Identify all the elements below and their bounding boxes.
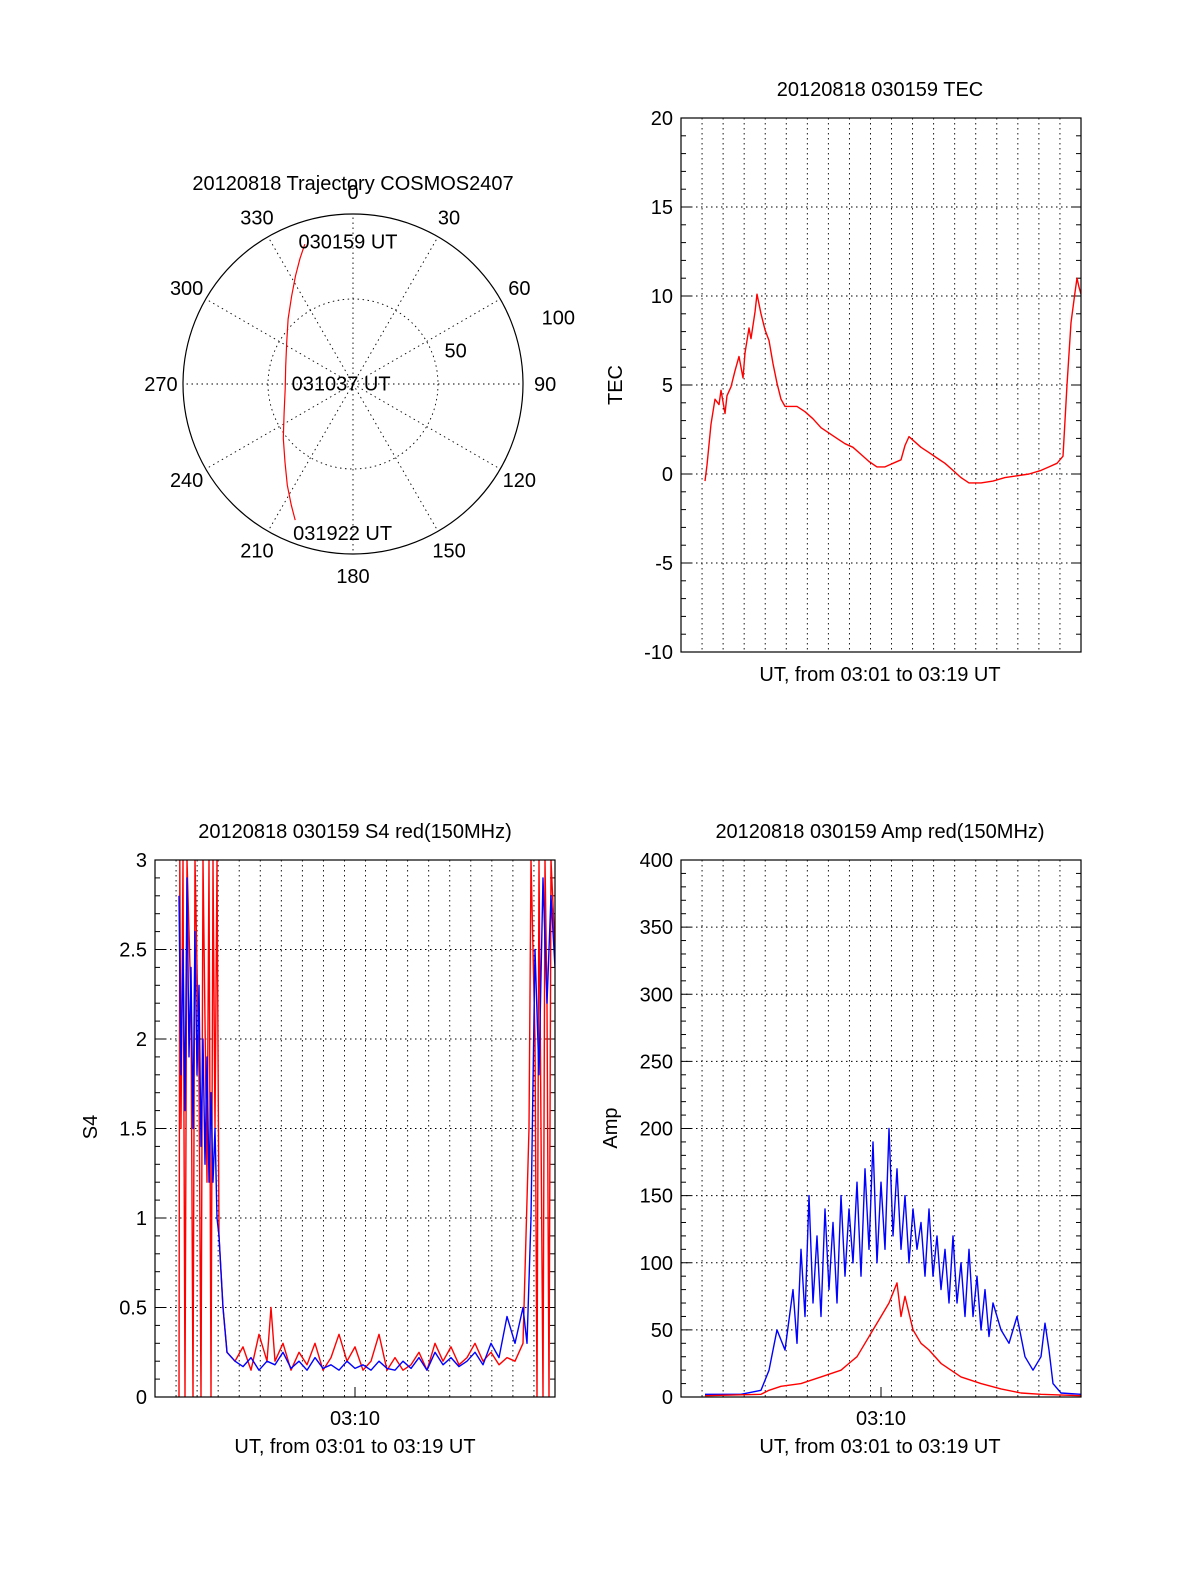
y-tick-label: 10 <box>651 286 673 308</box>
trajectory-line <box>282 244 306 521</box>
polar-spoke <box>352 383 501 470</box>
series-line-0 <box>705 1127 1081 1395</box>
polar-angle-label: 30 <box>438 208 460 230</box>
s4-plot-frame <box>154 859 556 1398</box>
s4-plot: 20120818 030159 S4 red(150MHz) UT, from … <box>80 821 556 1458</box>
y-tick-label: 2.5 <box>119 940 147 962</box>
x-tick-label: 03:10 <box>330 1408 380 1430</box>
tec-plot: 20120818 030159 TEC UT, from 03:01 to 03… <box>605 79 1082 686</box>
x-tick-label: 03:10 <box>856 1408 906 1430</box>
tec-plot-frame <box>680 117 1082 653</box>
amp-x-axis-label: UT, from 03:01 to 03:19 UT <box>759 1436 1000 1458</box>
series-line-1 <box>178 877 555 1371</box>
y-tick-label: 150 <box>640 1186 673 1208</box>
s4-y-axis-label: S4 <box>80 1115 102 1139</box>
trajectory-time-label: 031922 UT <box>293 523 392 545</box>
polar-ring <box>182 213 524 555</box>
polar-spoke <box>352 383 439 532</box>
polar-angle-label: 60 <box>508 278 530 300</box>
y-tick-label: 50 <box>651 1320 673 1342</box>
y-tick-label: 100 <box>640 1253 673 1275</box>
y-tick-label: 250 <box>640 1051 673 1073</box>
amp-plot: 20120818 030159 Amp red(150MHz) UT, from… <box>600 821 1082 1458</box>
y-tick-label: 2 <box>136 1029 147 1051</box>
y-tick-label: 300 <box>640 984 673 1006</box>
s4-x-axis-label: UT, from 03:01 to 03:19 UT <box>234 1436 475 1458</box>
polar-angle-label: 240 <box>170 470 203 492</box>
polar-ring <box>267 298 439 470</box>
tec-x-axis-label: UT, from 03:01 to 03:19 UT <box>759 664 1000 686</box>
y-tick-label: 0 <box>136 1387 147 1409</box>
y-tick-label: 1 <box>136 1208 147 1230</box>
polar-spoke <box>267 383 354 532</box>
y-tick-label: 0 <box>662 464 673 486</box>
polar-angle-label: 90 <box>534 374 556 396</box>
polar-radius-label: 100 <box>542 307 575 329</box>
y-tick-label: 0.5 <box>119 1298 147 1320</box>
polar-angle-label: 150 <box>432 540 465 562</box>
y-tick-label: 15 <box>651 197 673 219</box>
polar-spoke <box>205 383 354 470</box>
y-tick-label: 5 <box>662 375 673 397</box>
tec-title: 20120818 030159 TEC <box>777 79 983 101</box>
polar-angle-label: 210 <box>240 540 273 562</box>
y-tick-label: -10 <box>644 642 673 664</box>
trajectory-time-label: 031037 UT <box>292 374 391 396</box>
polar-spoke <box>352 236 439 385</box>
s4-title: 20120818 030159 S4 red(150MHz) <box>198 821 512 843</box>
series-line-0 <box>704 277 1081 484</box>
series-line-1 <box>704 1282 1081 1397</box>
polar-angle-label: 300 <box>170 278 203 300</box>
polar-angle-label: 180 <box>336 566 369 588</box>
y-tick-label: 20 <box>651 108 673 130</box>
polar-angle-label: 120 <box>503 470 536 492</box>
amp-y-axis-label: Amp <box>600 1107 622 1148</box>
trajectory-time-label: 030159 UT <box>299 231 398 253</box>
polar-angle-label: 0 <box>347 182 358 204</box>
y-tick-label: 3 <box>136 850 147 872</box>
y-tick-label: 1.5 <box>119 1119 147 1141</box>
polar-angle-label: 330 <box>240 208 273 230</box>
trajectory-title: 20120818 Trajectory COSMOS2407 <box>192 173 513 195</box>
amp-plot-frame <box>680 859 1082 1398</box>
y-tick-label: -5 <box>655 553 673 575</box>
polar-spoke <box>352 298 501 385</box>
y-tick-label: 0 <box>662 1387 673 1409</box>
tec-y-axis-label: TEC <box>605 365 627 405</box>
polar-angle-label: 270 <box>144 374 177 396</box>
series-line-0 <box>178 860 555 1397</box>
trajectory-polar-plot: 20120818 Trajectory COSMOS2407 0 30 60 90 12… <box>144 173 575 588</box>
y-tick-label: 350 <box>640 917 673 939</box>
y-tick-label: 200 <box>640 1119 673 1141</box>
y-tick-label: 400 <box>640 850 673 872</box>
polar-radius-label: 50 <box>445 341 467 363</box>
amp-title: 20120818 030159 Amp red(150MHz) <box>715 821 1044 843</box>
